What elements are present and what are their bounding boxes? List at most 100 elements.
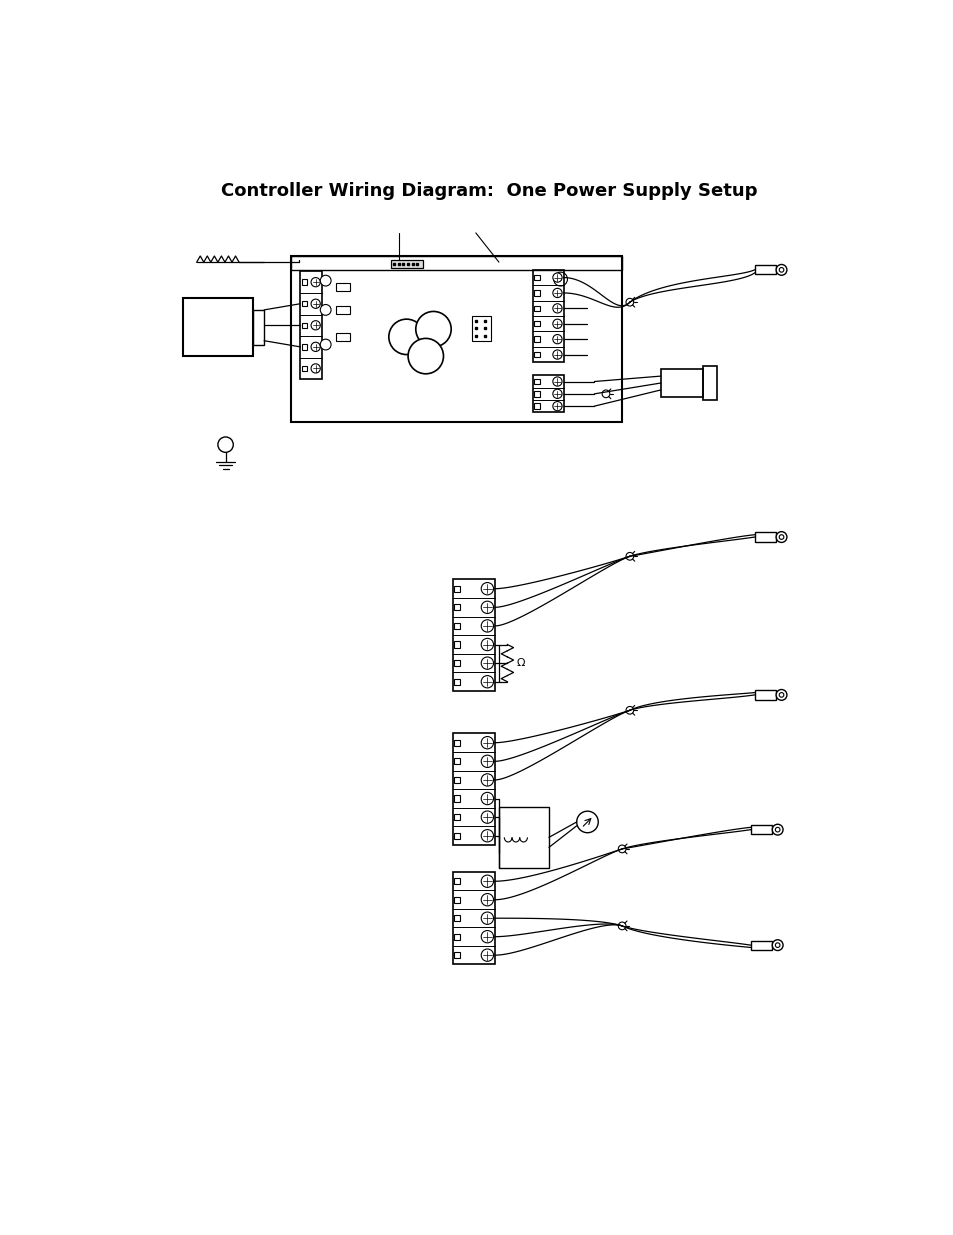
Circle shape bbox=[552, 389, 561, 399]
Bar bbox=[454, 679, 460, 685]
Circle shape bbox=[776, 531, 786, 542]
Circle shape bbox=[217, 437, 233, 452]
Bar bbox=[454, 659, 460, 666]
Circle shape bbox=[577, 811, 598, 832]
Bar bbox=[472, 316, 491, 341]
Bar bbox=[301, 301, 307, 306]
Circle shape bbox=[552, 304, 561, 312]
Bar bbox=[291, 256, 621, 270]
Bar bbox=[454, 758, 460, 764]
Circle shape bbox=[311, 278, 320, 287]
Bar bbox=[454, 832, 460, 839]
Circle shape bbox=[779, 535, 783, 540]
Bar bbox=[391, 259, 423, 268]
Circle shape bbox=[408, 338, 443, 374]
Circle shape bbox=[480, 948, 493, 961]
Bar bbox=[750, 825, 772, 835]
Circle shape bbox=[480, 911, 493, 924]
Circle shape bbox=[320, 275, 331, 287]
Bar bbox=[301, 345, 307, 350]
Circle shape bbox=[776, 264, 786, 275]
Circle shape bbox=[625, 706, 633, 714]
Circle shape bbox=[625, 552, 633, 561]
Circle shape bbox=[480, 830, 493, 842]
Circle shape bbox=[601, 390, 609, 398]
Bar bbox=[754, 266, 776, 274]
Bar bbox=[454, 585, 460, 592]
Bar bbox=[253, 310, 264, 345]
Circle shape bbox=[480, 793, 493, 805]
Circle shape bbox=[416, 311, 451, 347]
Circle shape bbox=[480, 894, 493, 906]
Bar bbox=[335, 283, 349, 290]
Circle shape bbox=[552, 319, 561, 329]
Circle shape bbox=[480, 657, 493, 669]
Bar bbox=[534, 290, 539, 295]
Circle shape bbox=[480, 811, 493, 824]
Circle shape bbox=[552, 273, 561, 282]
Bar bbox=[453, 579, 495, 692]
Bar bbox=[534, 352, 539, 357]
Bar bbox=[750, 941, 772, 950]
Circle shape bbox=[552, 401, 561, 411]
Bar bbox=[534, 275, 539, 280]
Bar bbox=[454, 915, 460, 921]
Bar bbox=[534, 321, 539, 326]
Circle shape bbox=[552, 335, 561, 343]
Circle shape bbox=[311, 364, 320, 373]
Bar bbox=[534, 336, 539, 342]
Bar bbox=[335, 306, 349, 314]
Circle shape bbox=[553, 272, 567, 287]
Bar bbox=[534, 391, 539, 396]
Circle shape bbox=[625, 299, 633, 306]
Circle shape bbox=[480, 638, 493, 651]
Bar bbox=[335, 333, 349, 341]
Bar bbox=[533, 375, 563, 412]
Bar bbox=[301, 322, 307, 329]
Bar bbox=[454, 641, 460, 647]
Circle shape bbox=[779, 268, 783, 272]
Bar bbox=[754, 532, 776, 542]
Bar bbox=[454, 814, 460, 820]
Bar bbox=[453, 734, 495, 845]
Circle shape bbox=[552, 377, 561, 387]
Circle shape bbox=[480, 583, 493, 595]
Circle shape bbox=[311, 321, 320, 330]
Circle shape bbox=[552, 288, 561, 298]
Circle shape bbox=[772, 940, 782, 951]
Bar bbox=[659, 369, 702, 396]
Circle shape bbox=[552, 350, 561, 359]
Bar bbox=[454, 878, 460, 884]
Bar bbox=[454, 934, 460, 940]
Bar bbox=[301, 279, 307, 285]
Text: Controller Wiring Diagram:  One Power Supply Setup: Controller Wiring Diagram: One Power Sup… bbox=[220, 182, 757, 200]
Bar bbox=[454, 897, 460, 903]
Circle shape bbox=[775, 827, 780, 832]
Bar bbox=[534, 379, 539, 384]
Circle shape bbox=[779, 693, 783, 698]
Circle shape bbox=[320, 305, 331, 315]
Circle shape bbox=[311, 299, 320, 309]
Bar bbox=[454, 622, 460, 629]
Bar bbox=[454, 777, 460, 783]
Bar bbox=[183, 299, 253, 356]
Circle shape bbox=[480, 736, 493, 748]
Bar bbox=[300, 272, 321, 379]
Bar bbox=[291, 256, 621, 421]
Circle shape bbox=[775, 942, 780, 947]
Bar bbox=[453, 872, 495, 965]
Circle shape bbox=[480, 755, 493, 767]
Circle shape bbox=[320, 340, 331, 350]
Bar bbox=[454, 604, 460, 610]
Circle shape bbox=[389, 319, 424, 354]
Circle shape bbox=[480, 620, 493, 632]
Bar bbox=[534, 306, 539, 311]
Circle shape bbox=[480, 930, 493, 942]
Bar bbox=[454, 952, 460, 958]
Bar bbox=[498, 806, 548, 868]
Bar bbox=[301, 366, 307, 370]
Circle shape bbox=[618, 845, 625, 852]
Circle shape bbox=[480, 774, 493, 787]
Bar bbox=[702, 366, 716, 400]
Bar bbox=[454, 740, 460, 746]
